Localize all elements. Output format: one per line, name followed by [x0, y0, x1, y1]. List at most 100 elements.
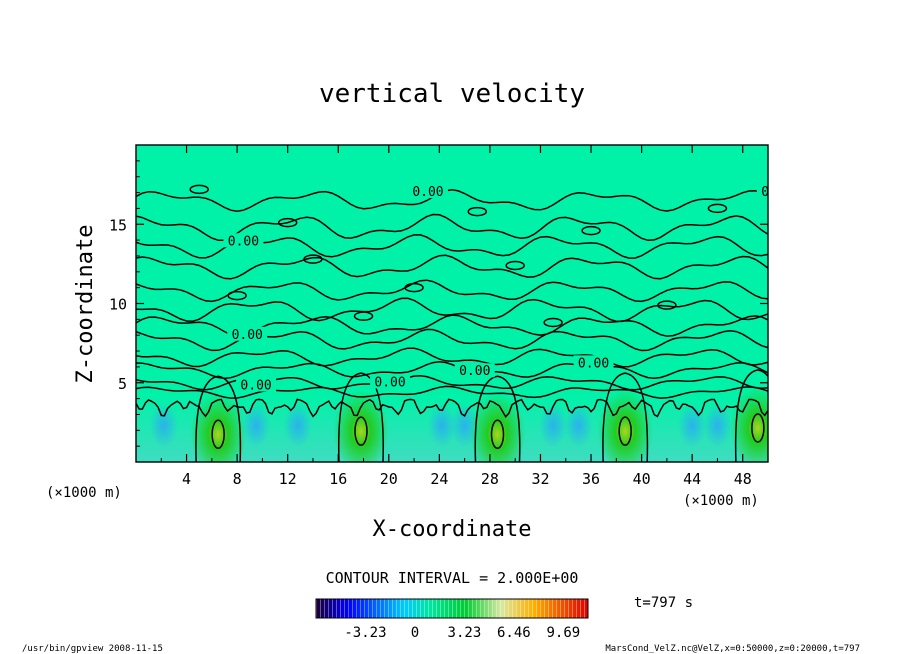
colorbar-stripe: [332, 599, 333, 618]
contour-label-bg: [454, 363, 495, 378]
x-tick-label: 32: [531, 470, 549, 488]
contour-label-bg: [227, 326, 268, 341]
downdraft-patch: [149, 403, 178, 448]
contour-label-bg: [573, 355, 614, 370]
colorbar-stripe: [424, 599, 425, 618]
contour-interval: CONTOUR INTERVAL = 2.000E+00: [326, 569, 579, 587]
contour-label-bg: [756, 184, 768, 199]
colorbar-stripe: [576, 599, 577, 618]
colorbar-stripe: [428, 599, 429, 618]
updraft-contour: [337, 372, 384, 462]
contour-label: 0.00: [228, 234, 259, 249]
x-tick-label: 24: [430, 470, 448, 488]
contour-labels: 0.00 0.00 0.00 0.00 0.00 0.00 0.00 0.00: [223, 184, 768, 394]
colorbar-stripe: [556, 599, 557, 618]
zero-contour: [136, 213, 768, 242]
colorbar-tick-label: 0: [411, 625, 419, 641]
y-axis: 5 10 15: [109, 160, 768, 447]
zero-contour: [136, 361, 768, 380]
contour-cell: [189, 184, 209, 195]
contour-cell: [543, 317, 563, 328]
plot-area: 0.00 0.00 0.00 0.00 0.00 0.00 0.00 0.00: [136, 145, 768, 462]
downdraft-patch: [427, 403, 456, 448]
x-unit-left: (×1000 m): [46, 485, 122, 501]
x-tick-label: 48: [734, 470, 752, 488]
downdraft-patch: [703, 403, 732, 448]
colorbar-stripe: [572, 599, 573, 618]
colorbar-stripe: [472, 599, 473, 618]
colorbar-stripe: [436, 599, 437, 618]
colorbar-stripe: [488, 599, 489, 618]
colorbar-stripe: [460, 599, 461, 618]
zero-contour: [136, 385, 768, 399]
colorbar-stripe: [564, 599, 565, 618]
downdraft-patch: [539, 403, 568, 448]
colorbar-stripe: [388, 599, 389, 618]
colorbar-stripe: [324, 599, 325, 618]
colorbar-stripe: [524, 599, 525, 618]
colorbar-stripe: [532, 599, 533, 618]
colorbar-stripe: [544, 599, 545, 618]
contour-label: 0.00: [232, 328, 263, 343]
y-axis-label: Z-coordinate: [73, 225, 98, 384]
colorbar-stripe: [372, 599, 373, 618]
y-tick-label: 15: [109, 216, 127, 234]
colorbar-stripe: [392, 599, 393, 618]
x-tick-label: 40: [633, 470, 651, 488]
contour-label-bg: [236, 377, 277, 392]
contour-cell: [581, 225, 601, 236]
x-tick-label: 44: [683, 470, 701, 488]
footer-right: MarsCond_VelZ.nc@VelZ,x=0:50000,z=0:2000…: [605, 644, 860, 654]
colorbar-stripe: [368, 599, 369, 618]
downdraft-patch: [283, 403, 312, 448]
updraft-inner-contour: [490, 419, 505, 450]
colorbar-stripe: [364, 599, 365, 618]
updraft-core: [190, 388, 247, 462]
downdraft-patch: [564, 403, 593, 448]
colorbar-stripe: [500, 599, 501, 618]
contour-cell: [303, 254, 323, 264]
colorbar-stripe: [412, 599, 413, 618]
colorbar-stripe: [536, 599, 537, 618]
x-tick-label: 8: [233, 470, 242, 488]
contour-label: 0.00: [374, 375, 405, 390]
updraft-contour: [602, 372, 649, 462]
updraft-inner-contour: [751, 413, 765, 443]
colorbar-stripe: [504, 599, 505, 618]
x-axis-label: X-coordinate: [373, 517, 532, 542]
updraft-core: [597, 385, 654, 462]
colorbar-stripe: [344, 599, 345, 618]
colorbar-stripe: [568, 599, 569, 618]
contour-cell: [404, 282, 424, 293]
x-unit-right: (×1000 m): [683, 493, 759, 509]
colorbar-stripe: [484, 599, 485, 618]
downdraft-patch: [242, 403, 271, 448]
colorbar-ticks: -3.23 0 3.23 6.46 9.69: [344, 625, 580, 641]
contour-cell: [227, 290, 247, 301]
colorbar-tick-label: 9.69: [546, 625, 580, 641]
colorbar-tick-label: 6.46: [497, 625, 531, 641]
colorbar-stripe: [548, 599, 549, 618]
contour-label-bg: [370, 374, 411, 389]
colorbar-gradient: [316, 599, 588, 618]
zero-contour: [136, 254, 768, 280]
colorbar-stripe: [356, 599, 357, 618]
colorbar-frame: [315, 598, 589, 619]
colorbar-stripe: [360, 599, 361, 618]
x-tick-label: 16: [329, 470, 347, 488]
colorbar-stripe: [352, 599, 353, 618]
updraft-contour: [195, 375, 242, 462]
updraft-contour: [474, 375, 521, 462]
colorbar-stripe: [444, 599, 445, 618]
boundary-contour: [136, 398, 768, 418]
colorbar-stripe: [584, 599, 585, 618]
y-tick-label: 10: [109, 296, 127, 314]
x-tick-label: 12: [279, 470, 297, 488]
colorbar-stripe: [540, 599, 541, 618]
colorbar-stripe: [480, 599, 481, 618]
contour-cell: [505, 260, 525, 271]
updraft-contour: [734, 369, 768, 462]
contour-cell: [707, 203, 728, 214]
colorbar-stripe: [496, 599, 497, 618]
colorbar-stripe: [476, 599, 477, 618]
